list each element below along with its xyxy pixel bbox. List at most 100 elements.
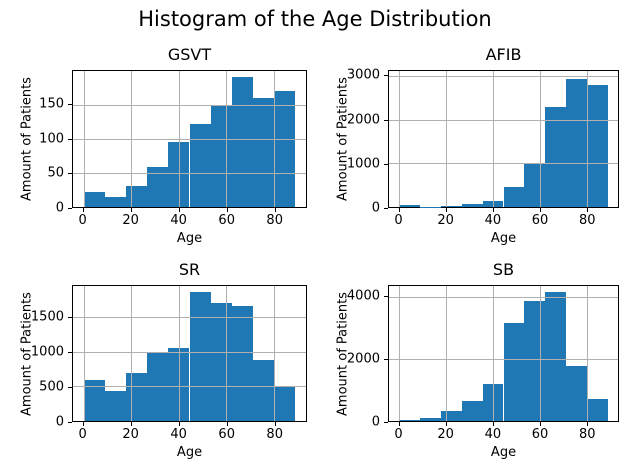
gridline-vertical: [131, 286, 133, 421]
gridline-vertical: [586, 71, 588, 207]
gridline-vertical: [178, 286, 180, 421]
x-tick: [130, 422, 132, 426]
x-tick-label: 60: [218, 427, 235, 442]
x-tick: [587, 208, 589, 212]
y-tick-label: 4000: [346, 288, 380, 304]
histogram-bar: [125, 185, 148, 207]
x-tick-label: 40: [170, 427, 187, 442]
y-tick-label: 100: [39, 131, 64, 147]
subplot-title: GSVT: [167, 45, 212, 64]
y-tick-label: 1500: [30, 309, 64, 325]
subplot-sb: SB Age Amount of Patients 0 20 40 60 80 0 2000…: [336, 260, 619, 460]
y-tick-label: 50: [47, 165, 64, 181]
histogram-bar: [524, 162, 546, 207]
histogram-bar: [545, 292, 566, 421]
x-tick-label: 60: [218, 213, 235, 228]
histogram-bar: [253, 97, 275, 207]
x-tick: [226, 422, 228, 426]
histogram-bar: [231, 77, 254, 207]
subplot-title: AFIB: [485, 45, 522, 64]
histogram-bar: [210, 302, 232, 421]
subplot-afib: AFIB Age Amount of Patients 0 20 40 60 80 0 10…: [336, 45, 619, 246]
y-tick: [68, 351, 72, 353]
gridline-vertical: [226, 286, 228, 421]
gridline-vertical: [399, 286, 401, 421]
x-tick: [445, 208, 447, 212]
gridline-horizontal: [389, 297, 618, 299]
histogram-bar: [104, 196, 126, 207]
histogram-bar: [545, 106, 566, 207]
histogram-bar: [586, 85, 608, 207]
histogram-bar: [83, 379, 105, 421]
gridline-horizontal: [73, 172, 306, 174]
histogram-bar: [503, 322, 525, 421]
gridline-horizontal: [73, 138, 306, 140]
x-tick-label: 80: [578, 427, 596, 442]
y-tick: [384, 163, 388, 165]
y-tick-label: 1000: [30, 344, 64, 360]
gridline-horizontal: [73, 317, 306, 319]
gridline-horizontal: [73, 104, 306, 106]
x-tick-label: 20: [122, 427, 139, 442]
subplot-title: SR: [178, 260, 201, 279]
gridline-horizontal: [389, 359, 618, 361]
x-tick: [82, 422, 84, 426]
x-axis-label: Age: [490, 231, 517, 246]
y-tick-label: 150: [39, 96, 64, 112]
x-tick-label: 0: [394, 213, 403, 228]
gridline-horizontal: [389, 119, 618, 121]
y-tick: [384, 75, 388, 77]
y-tick-label: 0: [371, 200, 380, 216]
x-axis-label: Age: [176, 445, 203, 460]
figure-title: Histogram of the Age Distribution: [138, 7, 492, 31]
x-tick-label: 0: [394, 427, 403, 442]
histogram-bar: [104, 390, 126, 421]
histogram-bar: [253, 360, 275, 421]
y-tick-label: 3000: [346, 67, 380, 83]
subplot-title: SB: [492, 260, 515, 279]
histogram-bar: [147, 166, 169, 207]
histogram-bar: [399, 205, 421, 207]
gridline-vertical: [83, 286, 85, 421]
x-tick: [178, 422, 180, 426]
gridline-vertical: [446, 286, 448, 421]
y-axis-label: Amount of Patients: [19, 77, 35, 201]
y-tick: [384, 208, 388, 209]
x-tick: [492, 208, 494, 212]
x-tick-label: 80: [266, 213, 283, 228]
histogram-bar: [274, 91, 296, 207]
y-tick: [68, 173, 72, 175]
y-tick: [384, 359, 388, 361]
gridline-horizontal: [73, 386, 306, 388]
x-tick: [130, 208, 132, 212]
y-tick: [68, 104, 72, 106]
histogram-bar: [441, 410, 462, 421]
gridline-horizontal: [389, 76, 618, 78]
x-tick: [82, 208, 84, 212]
histogram-bar: [189, 123, 211, 207]
x-tick-label: 20: [437, 427, 454, 442]
x-tick-label: 80: [578, 213, 596, 228]
histogram-bar: [231, 305, 254, 421]
gridline-vertical: [539, 71, 541, 207]
y-tick: [68, 386, 72, 388]
x-tick: [398, 208, 400, 212]
y-tick-label: 500: [39, 379, 64, 395]
histogram-bar: [189, 292, 211, 421]
y-tick-label: 2000: [346, 112, 380, 128]
histogram-bar: [210, 104, 232, 207]
x-tick-label: 80: [266, 427, 283, 442]
gridline-vertical: [492, 71, 494, 207]
gridline-vertical: [446, 71, 448, 207]
gridline-horizontal: [389, 163, 618, 165]
x-tick-label: 40: [484, 427, 502, 442]
x-tick-label: 0: [78, 213, 87, 228]
y-tick: [384, 422, 388, 423]
plot-area: [388, 70, 619, 208]
x-axis-label: Age: [176, 231, 203, 246]
y-tick-label: 0: [371, 414, 380, 430]
gridline-vertical: [539, 286, 541, 421]
histogram-bar: [274, 387, 296, 421]
histogram-bar: [524, 301, 546, 421]
x-tick: [540, 208, 542, 212]
